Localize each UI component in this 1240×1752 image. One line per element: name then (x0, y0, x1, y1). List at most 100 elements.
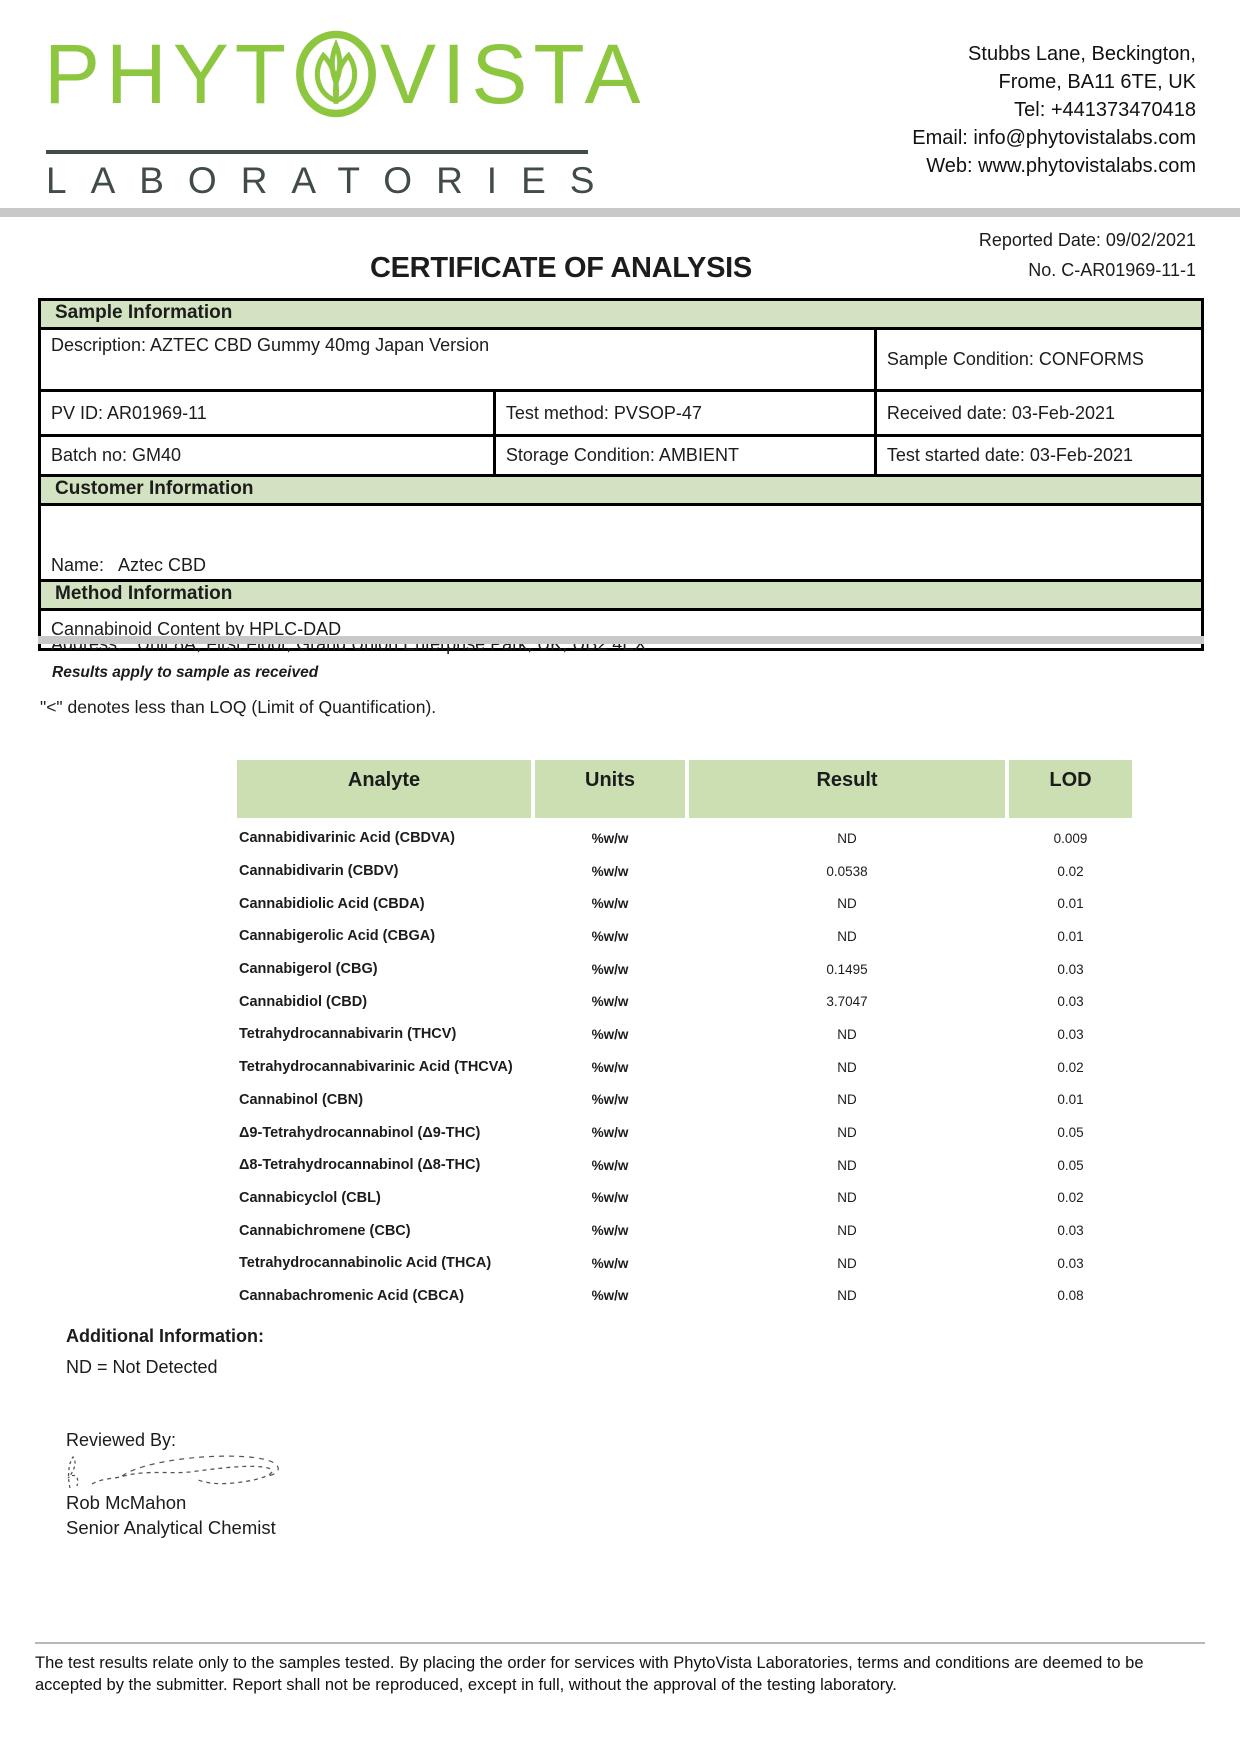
table-row: Batch no: GM40 Storage Condition: AMBIEN… (41, 437, 1201, 477)
header-units: Units (535, 760, 685, 818)
lod-cell: 0.02 (1057, 863, 1084, 879)
results-rows: Cannabidivarinic Acid (CBDVA) %w/w ND 0.… (237, 822, 1132, 1312)
additional-information-title: Additional Information: (66, 1326, 264, 1346)
page-title: CERTIFICATE OF ANALYSIS (370, 252, 752, 284)
analyte-cell: Δ8-Tetrahydrocannabinol (Δ8-THC) (239, 1157, 481, 1174)
analyte-cell: Cannabidivarinic Acid (CBDVA) (239, 830, 455, 847)
units-cell: %w/w (591, 1157, 629, 1173)
units-cell: %w/w (591, 1190, 629, 1206)
lab-contact-block: Stubbs Lane, Beckington, Frome, BA11 6TE… (912, 40, 1196, 180)
table-row: Δ9-Tetrahydrocannabinol (Δ9-THC) %w/w ND… (237, 1116, 1132, 1149)
section-divider-bar (38, 636, 1204, 644)
logo-subtitle: LABORATORIES (46, 160, 619, 201)
units-cell: %w/w (591, 896, 629, 912)
customer-cell: Name: Aztec CBD Address: Unit 8A, First … (41, 506, 1201, 654)
result-cell: 3.7047 (826, 994, 868, 1010)
leaf-icon (296, 30, 376, 118)
method-description: Cannabinoid Content by HPLC-DAD (51, 619, 342, 639)
table-row: PV ID: AR01969-11 Test method: PVSOP-47 … (41, 392, 1201, 437)
report-number: No. C-AR01969-11-1 (1028, 260, 1196, 280)
results-table-header: Analyte Units Result LOD (237, 760, 1132, 818)
results-apply-note: Results apply to sample as received (52, 664, 319, 681)
analyte-cell: Δ9-Tetrahydrocannabinol (Δ9-THC) (239, 1124, 481, 1141)
pv-id: PV ID: AR01969-11 (41, 392, 496, 434)
result-cell: ND (837, 1223, 857, 1239)
result-cell: ND (837, 1026, 857, 1042)
units-cell: %w/w (591, 1026, 629, 1042)
reviewer-name: Rob McMahon (66, 1492, 187, 1513)
table-row: Cannabigerolic Acid (CBGA) %w/w ND 0.01 (237, 920, 1132, 953)
table-row: Cannabinoid Content by HPLC-DAD (41, 611, 1201, 648)
analyte-cell: Cannabidiol (CBD) (239, 993, 368, 1010)
table-row: Cannabidiolic Acid (CBDA) %w/w ND 0.01 (237, 887, 1132, 920)
table-row: Cannabidivarin (CBDV) %w/w 0.0538 0.02 (237, 855, 1132, 888)
reviewed-by-label: Reviewed By: (66, 1430, 177, 1450)
lod-cell: 0.05 (1057, 1157, 1084, 1173)
section-header-customer-information: Customer Information (41, 477, 1201, 506)
table-row: Cannabicyclol (CBL) %w/w ND 0.02 (237, 1182, 1132, 1215)
footer-divider (35, 1642, 1205, 1644)
contact-address-line1: Stubbs Lane, Beckington, (968, 43, 1196, 65)
results-table: Analyte Units Result LOD Cannabidivarini… (237, 760, 1132, 1312)
test-started-date: Test started date: 03-Feb-2021 (886, 445, 1133, 465)
result-cell: ND (837, 1092, 857, 1108)
lod-cell: 0.03 (1057, 1223, 1084, 1239)
test-method: Test method: PVSOP-47 (496, 392, 877, 434)
table-row: Cannabigerol (CBG) %w/w 0.1495 0.03 (237, 953, 1132, 986)
logo-text-right: VISTA (380, 27, 647, 121)
units-cell: %w/w (591, 1059, 629, 1075)
table-row: Δ8-Tetrahydrocannabinol (Δ8-THC) %w/w ND… (237, 1149, 1132, 1182)
analyte-cell: Cannabachromenic Acid (CBCA) (239, 1287, 465, 1304)
lod-cell: 0.009 (1053, 830, 1088, 846)
logo: PHYT VISTA (44, 28, 647, 120)
nd-note: ND = Not Detected (66, 1357, 218, 1377)
lod-cell: 0.02 (1057, 1059, 1084, 1075)
analyte-cell: Cannabidivarin (CBDV) (239, 863, 399, 880)
sample-description: Description: AZTEC CBD Gummy 40mg Japan … (41, 330, 877, 389)
header-divider-bar (0, 208, 1240, 217)
analyte-cell: Cannabinol (CBN) (239, 1091, 364, 1108)
analyte-cell: Tetrahydrocannabinolic Acid (THCA) (239, 1255, 492, 1272)
batch-no: Batch no: GM40 (41, 437, 496, 474)
analyte-cell: Cannabidiolic Acid (CBDA) (239, 895, 425, 912)
analyte-cell: Cannabicyclol (CBL) (239, 1189, 381, 1206)
table-row: Description: AZTEC CBD Gummy 40mg Japan … (41, 330, 1201, 392)
table-row: Cannabidiol (CBD) %w/w 3.7047 0.03 (237, 985, 1132, 1018)
header-analyte: Analyte (237, 760, 531, 818)
table-row: Name: Aztec CBD Address: Unit 8A, First … (41, 506, 1201, 654)
lod-cell: 0.03 (1057, 1026, 1084, 1042)
result-cell: ND (837, 928, 857, 944)
result-cell: ND (837, 1157, 857, 1173)
units-cell: %w/w (591, 994, 629, 1010)
sample-condition: Sample Condition: CONFORMS (886, 349, 1144, 369)
table-row: Tetrahydrocannabivarin (THCV) %w/w ND 0.… (237, 1018, 1132, 1051)
result-cell: ND (837, 1288, 857, 1304)
contact-web: Web: www.phytovistalabs.com (926, 155, 1196, 177)
units-cell: %w/w (591, 1125, 629, 1141)
contact-email: Email: info@phytovistalabs.com (912, 127, 1196, 149)
analyte-cell: Cannabigerol (CBG) (239, 961, 378, 978)
info-table: Sample Information Description: AZTEC CB… (38, 298, 1204, 654)
table-row: Cannabidivarinic Acid (CBDVA) %w/w ND 0.… (237, 822, 1132, 855)
lod-cell: 0.01 (1057, 1092, 1084, 1108)
units-cell: %w/w (591, 863, 629, 879)
analyte-cell: Cannabigerolic Acid (CBGA) (239, 928, 436, 945)
result-cell: ND (837, 1255, 857, 1271)
table-row: Tetrahydrocannabinolic Acid (THCA) %w/w … (237, 1247, 1132, 1280)
table-row: Cannabichromene (CBC) %w/w ND 0.03 (237, 1214, 1132, 1247)
lod-cell: 0.01 (1057, 896, 1084, 912)
section-header-sample-information: Sample Information (41, 301, 1201, 330)
units-cell: %w/w (591, 1288, 629, 1304)
lod-cell: 0.02 (1057, 1190, 1084, 1206)
logo-text-left: PHYT (44, 27, 293, 121)
analyte-cell: Tetrahydrocannabivarinic Acid (THCVA) (239, 1059, 513, 1076)
reported-date: Reported Date: 09/02/2021 (978, 230, 1196, 250)
lod-cell: 0.03 (1057, 1255, 1084, 1271)
result-cell: ND (837, 830, 857, 846)
table-row: Tetrahydrocannabivarinic Acid (THCVA) %w… (237, 1051, 1132, 1084)
result-cell: ND (837, 896, 857, 912)
table-row: Cannabachromenic Acid (CBCA) %w/w ND 0.0… (237, 1280, 1132, 1313)
units-cell: %w/w (591, 1092, 629, 1108)
contact-phone: Tel: +441373470418 (1014, 99, 1196, 121)
lod-cell: 0.03 (1057, 961, 1084, 977)
